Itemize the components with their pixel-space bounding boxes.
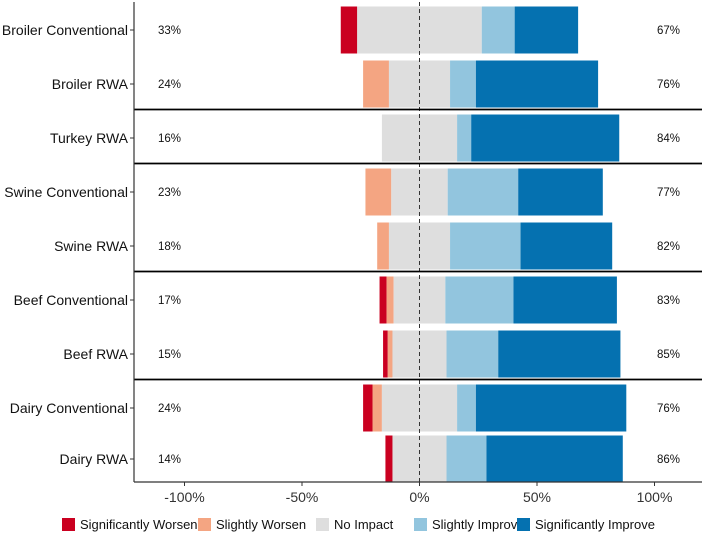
axes-layer: -100% -50% 0% 50% 100% xyxy=(130,2,702,505)
left-percent-label: 24% xyxy=(158,403,181,415)
left-percent-label: 17% xyxy=(158,295,181,307)
bar-beef-rwa-significantly-worsen xyxy=(383,330,388,378)
bar-dairy-rwa-significantly-improve xyxy=(486,435,623,483)
legend-key-no-impact xyxy=(316,518,329,531)
x-tick-label: -50% xyxy=(286,489,319,505)
label-layer: Broiler Conventional 33% 67% Broiler RWA 24%… xyxy=(2,22,680,467)
bar-broiler-rwa-slightly-improve xyxy=(450,60,476,108)
bar-swine-conventional-significantly-improve xyxy=(518,168,603,216)
bar-beef-conventional-significantly-worsen xyxy=(379,276,387,324)
legend: Significantly Worsen Slightly Worsen No Im… xyxy=(62,517,655,532)
right-percent-label: 76% xyxy=(657,79,680,91)
left-percent-label: 33% xyxy=(158,25,181,37)
bar-swine-rwa-slightly-improve xyxy=(450,222,521,270)
legend-key-significantly-worsen xyxy=(62,518,75,531)
bar-dairy-conventional-slightly-improve xyxy=(457,384,476,432)
bar-dairy-conventional-significantly-worsen xyxy=(363,384,373,432)
bar-beef-rwa-slightly-worsen xyxy=(387,330,393,378)
bar-dairy-rwa-significantly-worsen xyxy=(385,435,393,483)
bar-broiler-conventional-significantly-improve xyxy=(514,6,579,54)
category-label: Broiler RWA xyxy=(52,76,129,92)
bar-swine-rwa-significantly-improve xyxy=(520,222,613,270)
legend-label: No Impact xyxy=(334,517,394,532)
legend-label: Significantly Worsen xyxy=(80,517,198,532)
legend-label: Slightly Improve xyxy=(432,517,524,532)
bar-turkey-rwa-significantly-improve xyxy=(471,114,620,162)
right-percent-label: 77% xyxy=(657,187,680,199)
bar-dairy-conventional-significantly-improve xyxy=(475,384,627,432)
category-label: Swine Conventional xyxy=(4,184,128,200)
right-percent-label: 86% xyxy=(657,454,680,466)
category-label: Swine RWA xyxy=(54,238,129,254)
left-percent-label: 23% xyxy=(158,187,181,199)
bar-broiler-conventional-significantly-worsen xyxy=(340,6,358,54)
bar-beef-conventional-slightly-worsen xyxy=(386,276,394,324)
category-label: Dairy RWA xyxy=(60,451,129,467)
bar-broiler-rwa-slightly-worsen xyxy=(363,60,389,108)
right-percent-label: 85% xyxy=(657,349,680,361)
legend-label: Significantly Improve xyxy=(535,517,655,532)
bar-beef-rwa-significantly-improve xyxy=(498,330,621,378)
left-percent-label: 16% xyxy=(158,133,181,145)
x-tick-label: -100% xyxy=(164,489,204,505)
right-percent-label: 67% xyxy=(657,25,680,37)
category-label: Broiler Conventional xyxy=(2,22,128,38)
category-label: Turkey RWA xyxy=(50,130,129,146)
bar-dairy-rwa-slightly-improve xyxy=(446,435,487,483)
x-tick-label: 50% xyxy=(523,489,551,505)
legend-label: Slightly Worsen xyxy=(216,517,306,532)
left-percent-label: 14% xyxy=(158,454,181,466)
category-label: Beef RWA xyxy=(63,346,128,362)
bar-layer xyxy=(340,6,627,483)
right-percent-label: 76% xyxy=(657,403,680,415)
bar-broiler-rwa-significantly-improve xyxy=(475,60,599,108)
bar-dairy-conventional-slightly-worsen xyxy=(372,384,382,432)
bar-swine-rwa-slightly-worsen xyxy=(377,222,389,270)
legend-key-slightly-worsen xyxy=(198,518,211,531)
bar-broiler-conventional-slightly-improve xyxy=(481,6,515,54)
bar-beef-rwa-slightly-improve xyxy=(446,330,499,378)
category-label: Beef Conventional xyxy=(14,292,128,308)
bar-beef-conventional-slightly-improve xyxy=(445,276,514,324)
right-percent-label: 82% xyxy=(657,241,680,253)
left-percent-label: 15% xyxy=(158,349,181,361)
category-label: Dairy Conventional xyxy=(10,400,128,416)
left-percent-label: 24% xyxy=(158,79,181,91)
bar-turkey-rwa-slightly-improve xyxy=(457,114,472,162)
legend-key-significantly-improve xyxy=(517,518,530,531)
right-percent-label: 84% xyxy=(657,133,680,145)
bar-swine-conventional-slightly-worsen xyxy=(365,168,392,216)
left-percent-label: 18% xyxy=(158,241,181,253)
bar-beef-conventional-significantly-improve xyxy=(513,276,617,324)
right-percent-label: 83% xyxy=(657,295,680,307)
x-tick-label: 0% xyxy=(409,489,429,505)
legend-key-slightly-improve xyxy=(414,518,427,531)
x-tick-label: 100% xyxy=(637,489,673,505)
bar-swine-conventional-slightly-improve xyxy=(447,168,519,216)
